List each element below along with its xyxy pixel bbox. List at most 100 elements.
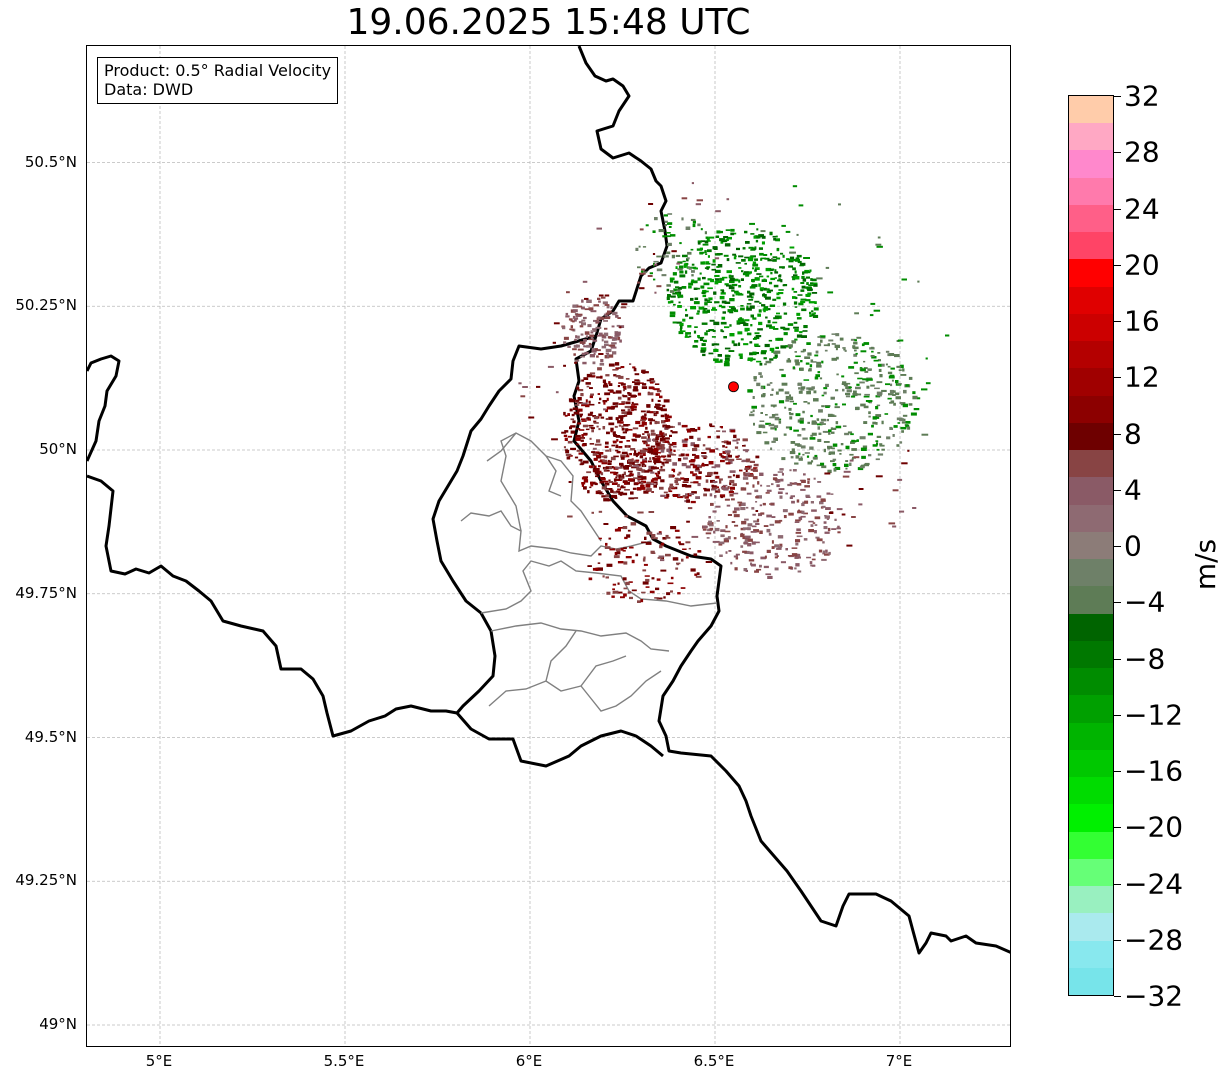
radar-echo-pixel bbox=[551, 438, 558, 441]
radar-echo-pixel bbox=[729, 494, 734, 497]
radar-echo-pixel bbox=[590, 483, 594, 487]
radar-echo-pixel bbox=[772, 235, 777, 238]
radar-echo-pixel bbox=[693, 330, 697, 334]
radar-echo-pixel bbox=[676, 562, 680, 566]
radar-echo-pixel bbox=[598, 402, 601, 404]
radar-echo-pixel bbox=[617, 591, 623, 594]
radar-echo-pixel bbox=[688, 267, 692, 270]
radar-echo-pixel bbox=[702, 261, 706, 265]
lat-tick-label: 49°N bbox=[39, 1015, 77, 1033]
radar-echo-pixel bbox=[594, 348, 598, 351]
radar-echo-pixel bbox=[565, 315, 570, 318]
radar-echo-pixel bbox=[669, 311, 676, 315]
radar-echo-pixel bbox=[818, 409, 823, 413]
radar-echo-pixel bbox=[868, 369, 872, 371]
radar-echo-pixel bbox=[785, 548, 788, 551]
radar-echo-pixel bbox=[591, 429, 594, 433]
radar-echo-pixel bbox=[739, 502, 746, 506]
radar-echo-pixel bbox=[654, 406, 658, 408]
radar-echo-pixel bbox=[793, 274, 798, 276]
radar-echo-pixel bbox=[731, 275, 734, 278]
radar-echo-pixel bbox=[798, 204, 804, 207]
radar-echo-pixel bbox=[646, 531, 653, 535]
radar-echo-pixel bbox=[588, 307, 594, 311]
radar-echo-pixel bbox=[662, 235, 666, 238]
radar-echo-pixel bbox=[803, 512, 808, 515]
radar-echo-pixel bbox=[605, 312, 610, 315]
radar-echo-pixel bbox=[731, 521, 736, 523]
radar-echo-pixel bbox=[719, 359, 723, 363]
radar-echo-pixel bbox=[774, 413, 779, 416]
radar-echo-pixel bbox=[738, 353, 743, 357]
radar-echo-pixel bbox=[589, 411, 594, 414]
radar-echo-pixel bbox=[598, 470, 602, 474]
radar-echo-pixel bbox=[690, 306, 697, 310]
radar-echo-pixel bbox=[760, 289, 763, 292]
radar-echo-pixel bbox=[604, 484, 607, 488]
radar-echo-pixel bbox=[835, 421, 839, 425]
radar-echo-pixel bbox=[563, 336, 569, 340]
radar-echo-pixel bbox=[683, 478, 689, 482]
radar-echo-pixel bbox=[828, 429, 832, 432]
radar-echo-pixel bbox=[681, 286, 687, 289]
radar-echo-pixel bbox=[727, 475, 732, 479]
radar-echo-pixel bbox=[856, 406, 860, 410]
radar-echo-pixel bbox=[720, 459, 725, 463]
radar-echo-pixel bbox=[766, 485, 771, 487]
radar-echo-pixel bbox=[627, 529, 631, 532]
radar-echo-pixel bbox=[731, 340, 735, 344]
radar-echo-pixel bbox=[700, 240, 706, 243]
radar-echo-pixel bbox=[658, 229, 665, 233]
radar-echo-pixel bbox=[810, 359, 814, 363]
radar-echo-pixel bbox=[590, 427, 595, 430]
radar-echo-pixel bbox=[742, 272, 747, 276]
colorbar-segment bbox=[1069, 640, 1113, 670]
radar-echo-pixel bbox=[641, 480, 646, 484]
radar-echo-pixel bbox=[709, 319, 715, 322]
radar-echo-pixel bbox=[701, 291, 706, 294]
radar-echo-pixel bbox=[643, 490, 649, 494]
radar-echo-pixel bbox=[621, 451, 628, 454]
radar-echo-pixel bbox=[800, 488, 806, 491]
radar-echo-pixel bbox=[591, 348, 598, 351]
radar-echo-pixel bbox=[784, 327, 790, 331]
radar-echo-pixel bbox=[612, 402, 619, 406]
radar-echo-pixel bbox=[778, 289, 784, 291]
radar-echo-pixel bbox=[758, 283, 761, 287]
radar-echo-pixel bbox=[601, 459, 607, 463]
radar-echo-pixel bbox=[752, 513, 756, 516]
radar-echo-pixel bbox=[650, 448, 654, 452]
radar-echo-pixel bbox=[603, 480, 609, 483]
radar-echo-pixel bbox=[690, 248, 694, 251]
radar-echo-pixel bbox=[626, 453, 629, 457]
radar-echo-pixel bbox=[853, 353, 858, 357]
radar-echo-pixel bbox=[690, 218, 696, 221]
radar-echo-pixel bbox=[798, 452, 801, 456]
radar-echo-pixel bbox=[573, 344, 578, 348]
radar-echo-pixel bbox=[587, 490, 590, 494]
radar-echo-pixel bbox=[581, 420, 587, 422]
radar-echo-pixel bbox=[810, 282, 814, 285]
radar-echo-pixel bbox=[582, 424, 588, 428]
radar-echo-pixel bbox=[750, 296, 754, 299]
radar-echo-pixel bbox=[646, 438, 651, 442]
radar-echo-pixel bbox=[775, 346, 779, 349]
radar-echo-pixel bbox=[727, 514, 732, 516]
radar-echo-pixel bbox=[613, 374, 617, 377]
radar-echo-pixel bbox=[738, 255, 744, 258]
radar-echo-pixel bbox=[732, 474, 735, 477]
radar-echo-pixel bbox=[746, 459, 750, 463]
radar-echo-pixel bbox=[583, 316, 587, 320]
radar-echo-pixel bbox=[896, 365, 902, 368]
radar-echo-pixel bbox=[580, 333, 584, 336]
radar-echo-pixel bbox=[643, 371, 649, 374]
radar-echo-pixel bbox=[657, 451, 661, 454]
radar-echo-pixel bbox=[679, 274, 686, 278]
radar-echo-pixel bbox=[627, 460, 632, 464]
radar-echo-pixel bbox=[653, 484, 657, 488]
radar-echo-pixel bbox=[597, 393, 600, 395]
radar-echo-pixel bbox=[708, 352, 714, 355]
lat-tick-label: 49.25°N bbox=[15, 871, 77, 890]
radar-echo-pixel bbox=[648, 386, 654, 390]
radar-echo-pixel bbox=[783, 284, 788, 287]
